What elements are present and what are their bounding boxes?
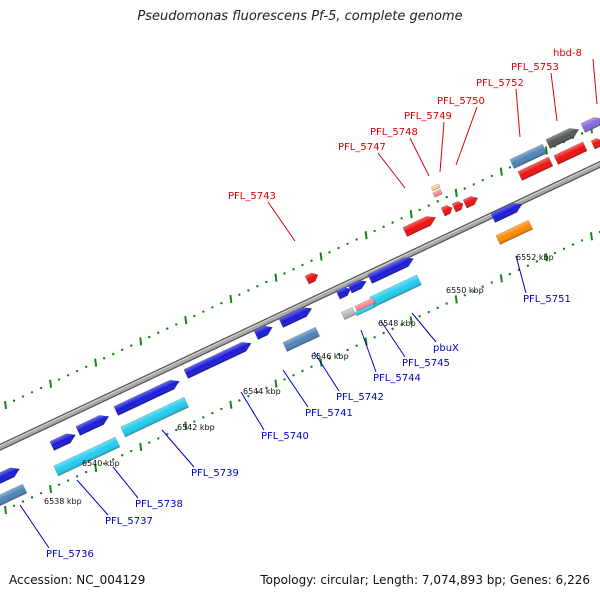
leader-line [380,320,406,358]
gene-arrow [432,188,443,198]
gene-arrow [402,216,437,237]
leader-line [515,88,521,138]
gene-label-bottom: PFL_5751 [523,294,571,305]
genome-backbone [0,160,600,451]
gene-arrow [113,379,180,416]
scale-label: 6552 kbp [516,253,554,262]
gene-arrow [53,436,121,477]
scale-dotted-line-upper [4,123,600,410]
gene-arrow [440,205,453,217]
gene-labels: PFL_5743 PFL_5747 PFL_5748 PFL_5749 PFL_5750… [46,48,582,560]
gene-arrow [354,297,376,313]
gene-arrow [367,257,414,284]
scale-label: 6542 kbp [177,423,215,432]
scale-label: 6550 kbp [446,286,484,295]
gene-label-bottom: PFL_5740 [261,431,309,442]
gene-arrow [545,128,580,149]
leader-line [550,72,558,122]
gene-arrow [509,143,548,169]
gene-arrow [0,467,21,485]
scale-dotted-line-lower [4,230,600,515]
leader-line [161,429,195,468]
gene-label-top: PFL_5749 [404,111,452,122]
gene-label-bottom: PFL_5737 [105,516,153,527]
leader-line [439,121,445,173]
gene-arrow [354,303,376,317]
gene-label-top: hbd-8 [553,48,582,59]
gene-arrow [495,219,534,245]
leader-line [409,137,430,177]
scale-labels: 6538 kbp 6540 kbp 6542 kbp 6544 kbp 6546 kbp… [44,253,554,506]
gene-label-bottom: PFL_5739 [191,468,239,479]
gene-label-top: PFL_5752 [476,78,524,89]
genome-summary-text: Topology: circular; Length: 7,074,893 bp… [260,573,590,587]
leader-line [76,479,109,516]
gene-label-bottom: PFL_5742 [336,392,384,403]
leader-line [592,58,598,105]
gene-label-top: PFL_5753 [511,62,559,73]
gene-label-top: PFL_5747 [338,142,386,153]
gene-arrow [553,141,588,165]
gene-arrow [347,280,367,294]
label-leader-lines [19,58,598,549]
scale-label: 6540 kbp [82,459,120,468]
gene-arrow [282,326,321,352]
scale-label: 6538 kbp [44,497,82,506]
leader-line [19,504,50,549]
gene-label-bottom: PFL_5741 [305,408,353,419]
scale-label: 6548 kbp [378,319,416,328]
gene-features [0,117,600,508]
gene-arrow [278,307,313,328]
gene-arrow [120,396,190,438]
gene-arrow [517,156,554,181]
gene-arrow [590,138,600,150]
gene-label-top: PFL_5748 [370,127,418,138]
leader-line [267,201,296,242]
map-title: Pseudomonas fluorescens Pf-5, complete g… [137,9,463,24]
gene-arrow [335,287,352,300]
gene-label-bottom: PFL_5738 [135,499,183,510]
leader-line [112,466,139,499]
leader-line [515,255,527,294]
scale-label: 6544 kbp [243,387,281,396]
gene-arrow [430,183,441,192]
leader-line [377,152,406,189]
gene-arrow [340,306,356,321]
leader-line [411,312,437,343]
leader-line [455,106,478,166]
gene-label-top: PFL_5743 [228,191,276,202]
gene-label-top: PFL_5750 [437,96,485,107]
leader-line [313,351,340,392]
gene-arrow [253,325,273,340]
gene-arrow [462,196,479,209]
gene-arrow [580,117,600,133]
gene-arrow [490,202,523,223]
gene-arrow [451,201,464,213]
gene-label-bottom: pbuX [433,343,459,354]
gene-label-bottom: PFL_5736 [46,549,94,560]
leader-line [282,369,309,408]
gene-arrow [75,415,110,436]
accession-text: Accession: NC_004129 [9,573,146,587]
gene-arrow [304,272,319,285]
gene-arrow [49,433,77,451]
leader-line [360,329,377,373]
gene-label-bottom: PFL_5745 [402,358,450,369]
leader-line [240,391,265,431]
gene-arrow [0,483,28,508]
scale-label: 6546 kbp [311,352,349,361]
gene-arrow [183,341,252,379]
gene-label-bottom: PFL_5744 [373,373,421,384]
